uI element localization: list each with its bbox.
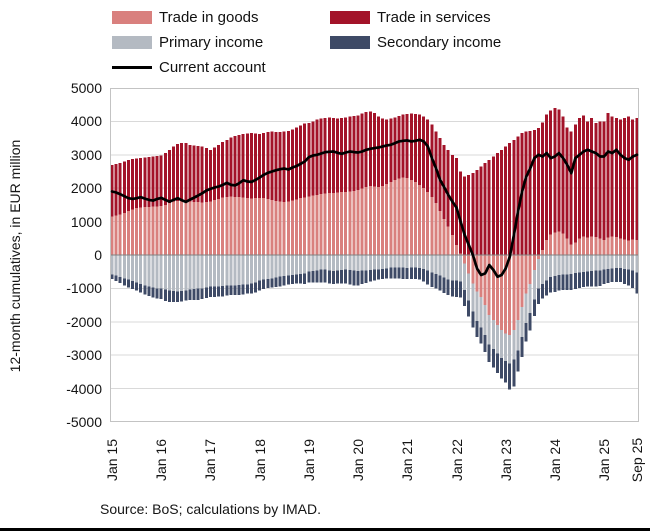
primary-income-swatch <box>112 35 152 49</box>
y-tick-label: 0 <box>94 247 102 263</box>
secondary-income-swatch <box>330 35 370 49</box>
legend-label-current-account: Current account <box>159 58 266 76</box>
legend-item-primary-income: Primary income <box>112 33 263 51</box>
y-tick-label: 3000 <box>70 146 102 163</box>
legend-label-trade-in-goods: Trade in goods <box>159 8 259 26</box>
source-note: Source: BoS; calculations by IMAD. <box>100 501 321 517</box>
legend-item-secondary-income: Secondary income <box>330 33 501 51</box>
x-tick-label: Jan 16 <box>153 438 170 482</box>
y-tick-label: -4000 <box>66 380 102 397</box>
y-tick-label: -1000 <box>66 280 102 297</box>
x-tick-label: Jan 15 <box>104 438 121 482</box>
x-tick-label: Jan 19 <box>300 438 317 482</box>
trade-in-services-swatch <box>330 10 370 24</box>
x-tick-label: Jan 22 <box>448 438 465 482</box>
legend-label-secondary-income: Secondary income <box>377 33 502 51</box>
y-tick-label: 1000 <box>70 213 102 230</box>
x-tick-label: Sep 25 <box>628 437 645 483</box>
y-tick-label: 2000 <box>70 180 102 197</box>
legend-item-trade-in-goods: Trade in goods <box>112 8 259 26</box>
x-tick-label: Jan 21 <box>399 438 416 482</box>
plot-area <box>110 88 639 422</box>
y-tick-label: 4000 <box>70 113 102 130</box>
x-tick-label: Jan 24 <box>546 438 563 482</box>
y-tick-label: -3000 <box>66 347 102 364</box>
y-axis-title: 12-month cumulatives, in EUR million <box>7 139 23 373</box>
current-account-line-swatch <box>112 65 152 69</box>
y-tick-label: -2000 <box>66 313 102 330</box>
x-tick-label: Jan 17 <box>202 438 219 482</box>
x-tick-label: Jan 20 <box>350 438 367 482</box>
x-tick-label: Jan 23 <box>497 438 514 482</box>
legend-label-trade-in-services: Trade in services <box>377 8 491 26</box>
y-tick-label: 5000 <box>70 80 102 96</box>
legend-item-trade-in-services: Trade in services <box>330 8 491 26</box>
trade-in-goods-swatch <box>112 10 152 24</box>
x-tick-label: Jan 18 <box>251 438 268 482</box>
legend-item-current-account: Current account <box>112 58 266 76</box>
legend-label-primary-income: Primary income <box>159 33 264 51</box>
y-tick-label: -5000 <box>66 414 102 430</box>
bottom-border-rule <box>0 528 650 531</box>
x-tick-label: Jan 25 <box>596 438 613 482</box>
